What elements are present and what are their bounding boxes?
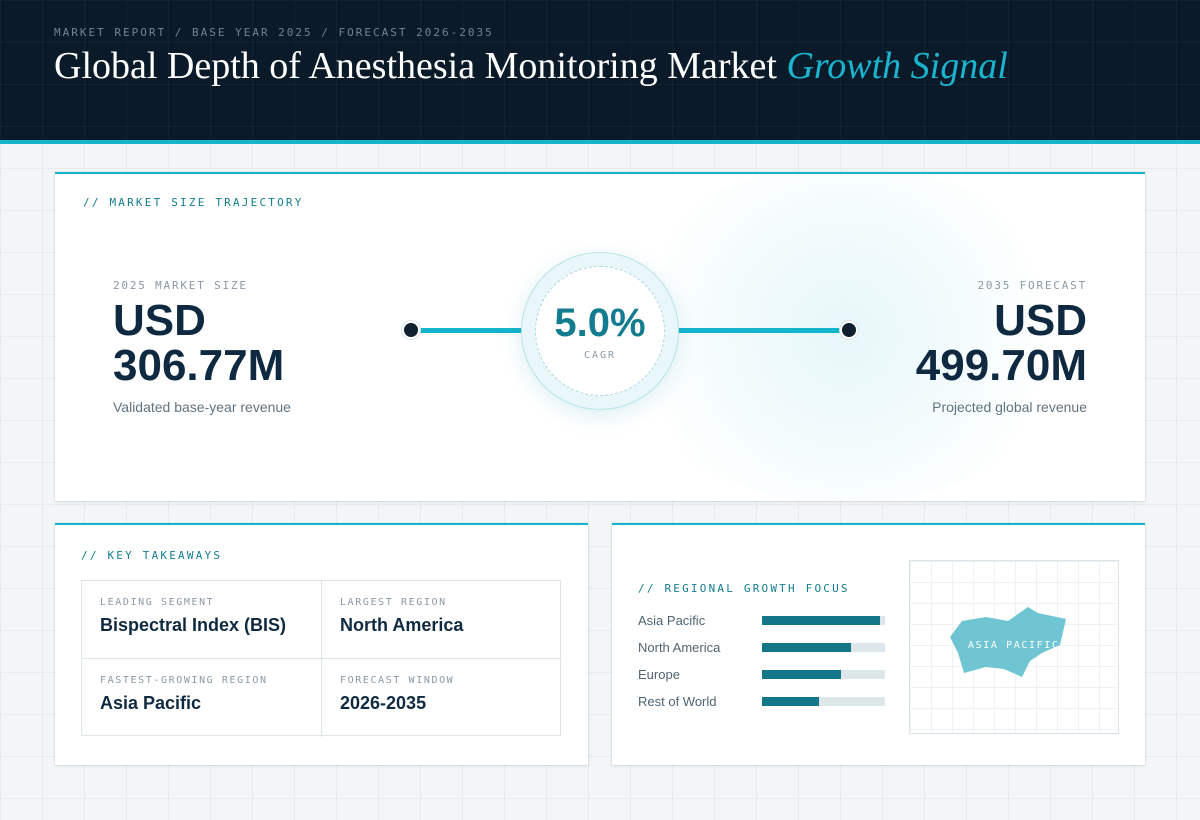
market-size-card: // MARKET SIZE TRAJECTORY 2025 MARKET SI…: [55, 172, 1145, 501]
base-year-currency: USD: [113, 296, 206, 345]
report-header: MARKET REPORT / BASE YEAR 2025 / FORECAS…: [0, 0, 1200, 144]
title-accent: Growth Signal: [786, 45, 1008, 87]
region-bar-fill: [762, 670, 841, 679]
region-name: Asia Pacific: [638, 613, 706, 628]
takeaway-value: 2026-2035: [340, 693, 427, 713]
asia-pacific-shape: [950, 607, 1066, 677]
forecast-amount: 499.70M: [915, 341, 1087, 390]
takeaway-fastest-growing-region: FASTEST-GROWING REGION Asia Pacific: [82, 659, 322, 737]
takeaway-value: North America: [340, 615, 464, 635]
base-year-caption: Validated base-year revenue: [113, 399, 291, 415]
region-name: Europe: [638, 667, 680, 682]
cagr-label: CAGR: [583, 350, 617, 361]
trajectory-section-label: // MARKET SIZE TRAJECTORY: [83, 196, 304, 209]
regional-growth-card: // REGIONAL GROWTH FOCUS Asia Pacific No…: [612, 523, 1145, 765]
takeaway-forecast-window: FORECAST WINDOW 2026-2035: [322, 659, 562, 737]
regional-section-label: // REGIONAL GROWTH FOCUS: [638, 582, 850, 595]
takeaway-value: Bispectral Index (BIS): [100, 615, 287, 635]
forecast-caption: Projected global revenue: [932, 399, 1087, 415]
region-row: Asia Pacific: [638, 611, 888, 631]
forecast-value: USD 499.70M: [827, 298, 1087, 388]
region-bar-fill: [762, 616, 881, 625]
cagr-badge: 5.0% CAGR: [521, 252, 679, 410]
report-breadcrumb: MARKET REPORT / BASE YEAR 2025 / FORECAS…: [54, 26, 494, 39]
region-name: Rest of World: [638, 694, 717, 709]
region-bar-track: [762, 616, 885, 625]
takeaways-section-label: // KEY TAKEAWAYS: [81, 549, 223, 562]
takeaway-leading-segment: LEADING SEGMENT Bispectral Index (BIS): [82, 581, 322, 659]
key-takeaways-card: // KEY TAKEAWAYS LEADING SEGMENT Bispect…: [55, 523, 588, 765]
base-year-label: 2025 MARKET SIZE: [113, 279, 248, 292]
region-bar-track: [762, 697, 885, 706]
cagr-value: 5.0%: [554, 301, 646, 345]
region-row: Europe: [638, 665, 888, 685]
takeaway-value: Asia Pacific: [100, 693, 202, 713]
base-year-value: USD 306.77M: [113, 298, 373, 388]
region-bar-fill: [762, 697, 819, 706]
forecast-label: 2035 FORECAST: [977, 279, 1087, 292]
region-row: North America: [638, 638, 888, 658]
region-bar-track: [762, 670, 885, 679]
takeaway-label: LEADING SEGMENT: [100, 597, 215, 608]
takeaway-label: FORECAST WINDOW: [340, 675, 455, 686]
cagr-badge-inner: 5.0% CAGR: [535, 266, 665, 396]
title-main: Global Depth of Anesthesia Monitoring Ma…: [54, 45, 777, 87]
region-bar-fill: [762, 643, 851, 652]
region-name: North America: [638, 640, 721, 655]
takeaway-largest-region: LARGEST REGION North America: [322, 581, 562, 659]
map-region-label: ASIA PACIFIC: [968, 640, 1060, 651]
region-map: ASIA PACIFIC: [909, 560, 1119, 734]
base-year-amount: 306.77M: [113, 341, 285, 390]
forecast-currency: USD: [994, 296, 1087, 345]
takeaways-grid: LEADING SEGMENT Bispectral Index (BIS) L…: [81, 580, 562, 737]
end-point-marker: [840, 321, 858, 339]
start-point-marker: [402, 321, 420, 339]
page-title: Global Depth of Anesthesia Monitoring Ma…: [54, 44, 1008, 88]
region-bar-track: [762, 643, 885, 652]
region-row: Rest of World: [638, 692, 888, 712]
takeaway-label: LARGEST REGION: [340, 597, 447, 608]
asia-pacific-map-icon: [950, 607, 1066, 677]
takeaway-label: FASTEST-GROWING REGION: [100, 675, 268, 686]
